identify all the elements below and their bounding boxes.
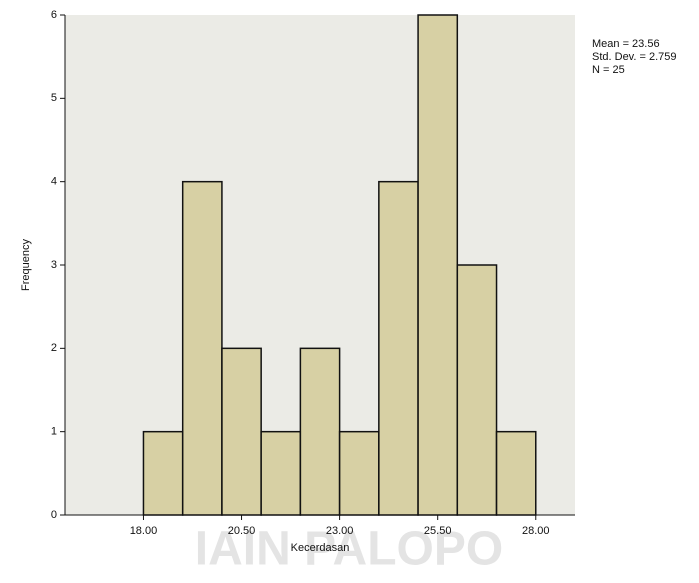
stat-label: Std. Dev. = 2.759	[592, 51, 677, 63]
bar	[379, 182, 418, 515]
x-tick-label: 23.00	[326, 525, 354, 537]
y-tick-label: 3	[51, 259, 57, 271]
y-axis-label: Frequency	[20, 239, 32, 291]
y-tick-label: 6	[51, 9, 57, 21]
x-axis-label: Kecerdasan	[291, 542, 350, 554]
bar	[183, 182, 222, 515]
bar	[222, 348, 261, 515]
y-tick-label: 5	[51, 92, 57, 104]
stat-label: N = 25	[592, 64, 625, 76]
chart: IAIN PALOPO Kecerdasan Frequency 0123456…	[0, 0, 699, 578]
y-tick-label: 0	[51, 509, 57, 521]
bar	[261, 432, 300, 515]
y-tick-label: 2	[51, 342, 57, 354]
y-tick-label: 1	[51, 426, 57, 438]
stat-label: Mean = 23.56	[592, 38, 660, 50]
x-tick-label: 18.00	[130, 525, 158, 537]
bar	[418, 15, 457, 515]
x-tick-label: 28.00	[522, 525, 550, 537]
y-tick-label: 4	[51, 176, 57, 188]
bar	[300, 348, 339, 515]
bar	[497, 432, 536, 515]
bar	[143, 432, 182, 515]
x-tick-label: 25.50	[424, 525, 452, 537]
bar	[457, 265, 496, 515]
bar	[340, 432, 379, 515]
x-tick-label: 20.50	[228, 525, 256, 537]
